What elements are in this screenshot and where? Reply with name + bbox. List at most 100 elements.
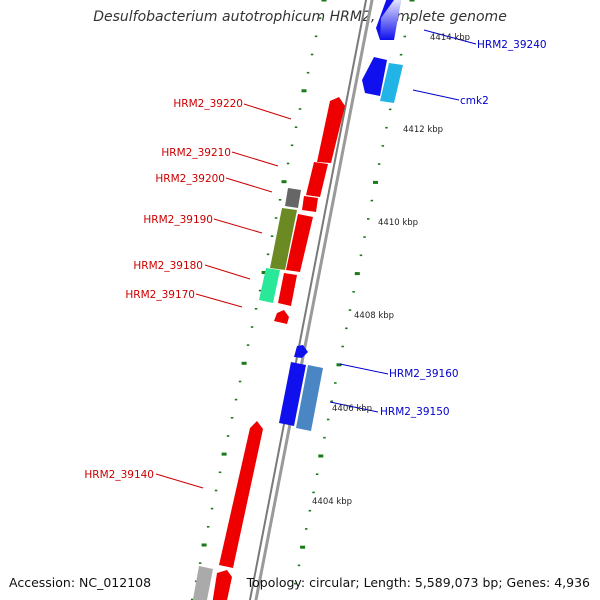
inner-track-tick (250, 326, 254, 328)
inner-track-tick (286, 162, 290, 165)
inner-track-tick (210, 507, 214, 510)
inner-track-tick (298, 108, 302, 110)
leader-lines (155, 29, 477, 489)
inner-track-tick (194, 580, 198, 583)
outer-track-tick (341, 345, 344, 348)
outer-track-tick (315, 473, 319, 475)
label-HRM2_39240[interactable]: HRM2_39240 (477, 39, 547, 51)
gene-HRM2_39170-small[interactable] (274, 310, 289, 324)
label-HRM2_39150[interactable]: HRM2_39150 (380, 406, 450, 418)
inner-track-tick (254, 308, 258, 310)
inner-track-tick (270, 235, 274, 237)
inner-track-tick (290, 144, 294, 147)
outer-track-tick (409, 0, 415, 2)
gene-HRM2_39140[interactable] (219, 421, 263, 568)
label-cmk2[interactable]: cmk2 (460, 95, 489, 107)
inner-track-tick (234, 398, 238, 401)
accession-text: Accession: NC_012108 (9, 575, 152, 590)
genome-title: Desulfobacterium autotrophicum HRM2, com… (93, 9, 507, 25)
gene-HRM2_39160[interactable] (279, 362, 306, 426)
label-HRM2_39210[interactable]: HRM2_39210 (161, 147, 231, 159)
outer-track-tick (359, 254, 363, 257)
label-HRM2_39190[interactable]: HRM2_39190 (143, 214, 213, 226)
inner-track-tick (261, 271, 267, 274)
gene-HRM2_39190[interactable] (270, 208, 297, 270)
gene-cmk2[interactable] (380, 63, 403, 103)
gene-HRM2_39220[interactable] (317, 97, 345, 163)
outer-track-tick (403, 35, 406, 38)
label-HRM2_39220[interactable]: HRM2_39220 (173, 98, 243, 110)
inner-track-tick (281, 180, 287, 184)
kbp-label-4408: 4408 kbp (354, 311, 394, 321)
inner-track-tick (190, 598, 194, 600)
label-HRM2_39170[interactable]: HRM2_39170 (125, 289, 195, 301)
outer-track-tick (377, 163, 381, 165)
outer-track-tick (330, 400, 333, 403)
outer-track-tick (326, 418, 330, 421)
backbone-outer (254, 0, 374, 600)
inner-track-tick (278, 199, 282, 201)
inner-track-tick (314, 35, 318, 38)
inner-track-tick (301, 89, 307, 93)
label-HRM2_39140[interactable]: HRM2_39140 (84, 469, 154, 481)
label-HRM2_39160[interactable]: HRM2_39160 (389, 368, 459, 380)
outer-track-tick (318, 454, 324, 458)
kbp-label-4414: 4414 kbp (430, 33, 470, 43)
outer-track-tick (388, 108, 392, 111)
gene-HRM2_39130-red[interactable] (212, 570, 232, 600)
inner-track-tick (214, 489, 218, 492)
tick-track-inner (190, 0, 327, 600)
inner-track-tick (238, 380, 242, 383)
gene-HRM2_39130[interactable] (192, 566, 213, 600)
gene-HRM2_39200[interactable] (285, 188, 301, 208)
outer-track-tick (385, 126, 388, 129)
outer-track-tick (352, 291, 355, 293)
outer-track-tick (370, 199, 374, 202)
gene-HRM2_39180-neighbor[interactable] (259, 268, 280, 303)
outer-track-tick (367, 218, 370, 220)
inner-track-tick (226, 435, 230, 437)
gene-HRM2_39160-small[interactable] (294, 345, 308, 358)
inner-track-tick (221, 452, 227, 456)
gene-HRM2_39210[interactable] (306, 162, 328, 197)
outer-track-tick (312, 491, 315, 494)
gene-HRM2_39170[interactable] (278, 273, 297, 306)
gene-HRM2_39240[interactable] (376, 0, 402, 40)
outer-track-tick (363, 236, 366, 238)
inner-track-tick (218, 471, 222, 474)
gene-HRM2_39180[interactable] (286, 214, 313, 272)
gene-HRM2_39150[interactable] (296, 365, 323, 431)
outer-track-tick (300, 545, 306, 549)
kbp-label-4406: 4406 kbp (332, 404, 372, 414)
label-HRM2_39200[interactable]: HRM2_39200 (155, 173, 225, 185)
outer-track-tick (334, 382, 337, 384)
inner-track-tick (201, 543, 207, 547)
outer-track-tick (407, 17, 410, 19)
inner-track-tick (274, 217, 278, 219)
inner-track-tick (321, 0, 327, 2)
inner-track-tick (206, 526, 210, 528)
kbp-label-4404: 4404 kbp (312, 497, 352, 507)
outer-track-tick (305, 528, 308, 530)
inner-track-tick (230, 417, 234, 419)
outer-track-tick (297, 564, 301, 567)
gene-HRM2_39190-red[interactable] (302, 196, 318, 212)
inner-track-tick (258, 289, 262, 292)
outer-track-tick (323, 436, 326, 439)
outer-track-tick (348, 309, 352, 311)
outer-track-tick (381, 145, 385, 147)
genome-summary-text: Topology: circular; Length: 5,589,073 bp… (246, 575, 590, 590)
inner-track-tick (241, 361, 247, 365)
outer-track-tick (294, 582, 297, 585)
inner-track-tick (318, 17, 322, 19)
inner-track-tick (310, 53, 314, 56)
label-HRM2_39180[interactable]: HRM2_39180 (133, 260, 203, 272)
outer-track-tick (345, 327, 348, 330)
gene-HRM2_39240-b[interactable] (362, 57, 387, 96)
kbp-label-4412: 4412 kbp (403, 125, 443, 135)
outer-track-tick (399, 53, 403, 56)
outer-track-tick (354, 272, 360, 276)
inner-track-tick (246, 344, 250, 346)
